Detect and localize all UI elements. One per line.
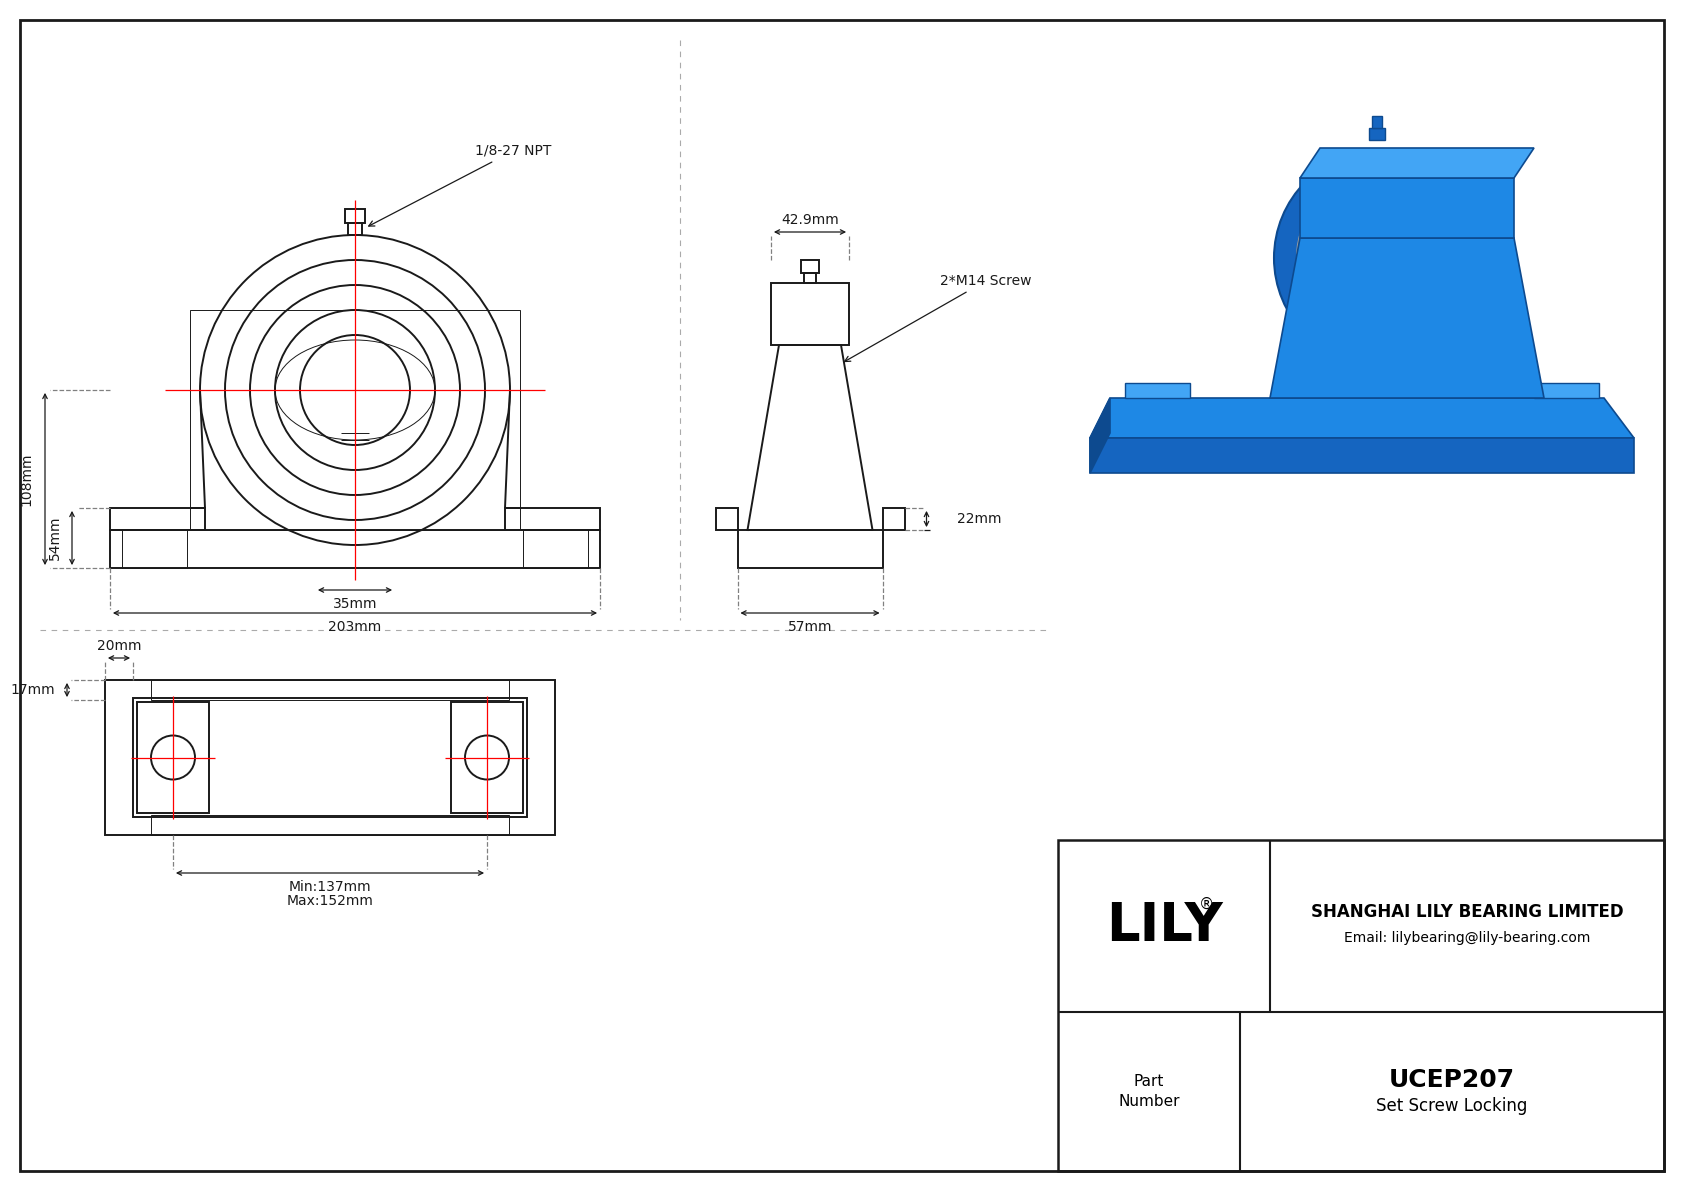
Bar xyxy=(882,509,904,530)
Text: Max:152mm: Max:152mm xyxy=(286,894,374,908)
Polygon shape xyxy=(1090,438,1633,473)
Text: 20mm: 20mm xyxy=(96,640,141,653)
Text: Number: Number xyxy=(1118,1095,1180,1109)
Bar xyxy=(152,815,509,835)
Bar xyxy=(136,701,209,813)
Polygon shape xyxy=(1300,177,1514,238)
Text: 54mm: 54mm xyxy=(49,516,62,560)
Text: 57mm: 57mm xyxy=(788,621,832,634)
Bar xyxy=(190,310,520,530)
Bar xyxy=(738,530,882,568)
Text: 108mm: 108mm xyxy=(19,453,34,506)
Bar xyxy=(109,509,205,530)
Bar xyxy=(121,530,187,568)
Bar xyxy=(1369,127,1384,141)
Polygon shape xyxy=(1125,384,1191,398)
Text: Email: lilybearing@lily-bearing.com: Email: lilybearing@lily-bearing.com xyxy=(1344,931,1590,946)
Bar xyxy=(524,530,588,568)
Bar xyxy=(803,273,817,283)
Text: Min:137mm: Min:137mm xyxy=(288,880,370,894)
Text: 2*M14 Screw: 2*M14 Screw xyxy=(845,274,1032,362)
Bar xyxy=(349,223,362,235)
Circle shape xyxy=(1324,200,1440,316)
Bar xyxy=(802,260,818,273)
Text: 1/8-27 NPT: 1/8-27 NPT xyxy=(369,144,551,226)
Text: 42.9mm: 42.9mm xyxy=(781,213,839,227)
Circle shape xyxy=(1138,403,1170,434)
Text: SHANGHAI LILY BEARING LIMITED: SHANGHAI LILY BEARING LIMITED xyxy=(1310,903,1623,921)
Bar xyxy=(1058,840,1664,1171)
Text: Set Screw Locking: Set Screw Locking xyxy=(1376,1097,1527,1115)
Circle shape xyxy=(1275,150,1490,366)
Text: 17mm: 17mm xyxy=(10,682,56,697)
Polygon shape xyxy=(1090,398,1110,473)
Bar xyxy=(1372,116,1383,127)
Bar xyxy=(505,509,600,530)
Bar xyxy=(771,283,849,345)
Bar xyxy=(716,509,738,530)
Circle shape xyxy=(1297,173,1467,343)
Text: UCEP207: UCEP207 xyxy=(1389,1067,1516,1092)
Text: 35mm: 35mm xyxy=(333,597,377,611)
Text: Part: Part xyxy=(1133,1074,1164,1089)
Text: ®: ® xyxy=(1199,897,1214,911)
Circle shape xyxy=(1573,403,1605,434)
Polygon shape xyxy=(1090,398,1633,438)
Bar xyxy=(133,698,527,817)
Text: LILY: LILY xyxy=(1106,900,1223,952)
Text: 203mm: 203mm xyxy=(328,621,382,634)
Text: 22mm: 22mm xyxy=(957,512,1000,526)
Bar xyxy=(152,680,509,700)
Bar xyxy=(451,701,524,813)
Bar xyxy=(345,208,365,223)
Polygon shape xyxy=(1534,384,1600,398)
Circle shape xyxy=(1347,223,1416,293)
Polygon shape xyxy=(1270,238,1544,398)
Polygon shape xyxy=(1300,148,1534,177)
Bar xyxy=(104,680,556,835)
Bar xyxy=(109,530,600,568)
